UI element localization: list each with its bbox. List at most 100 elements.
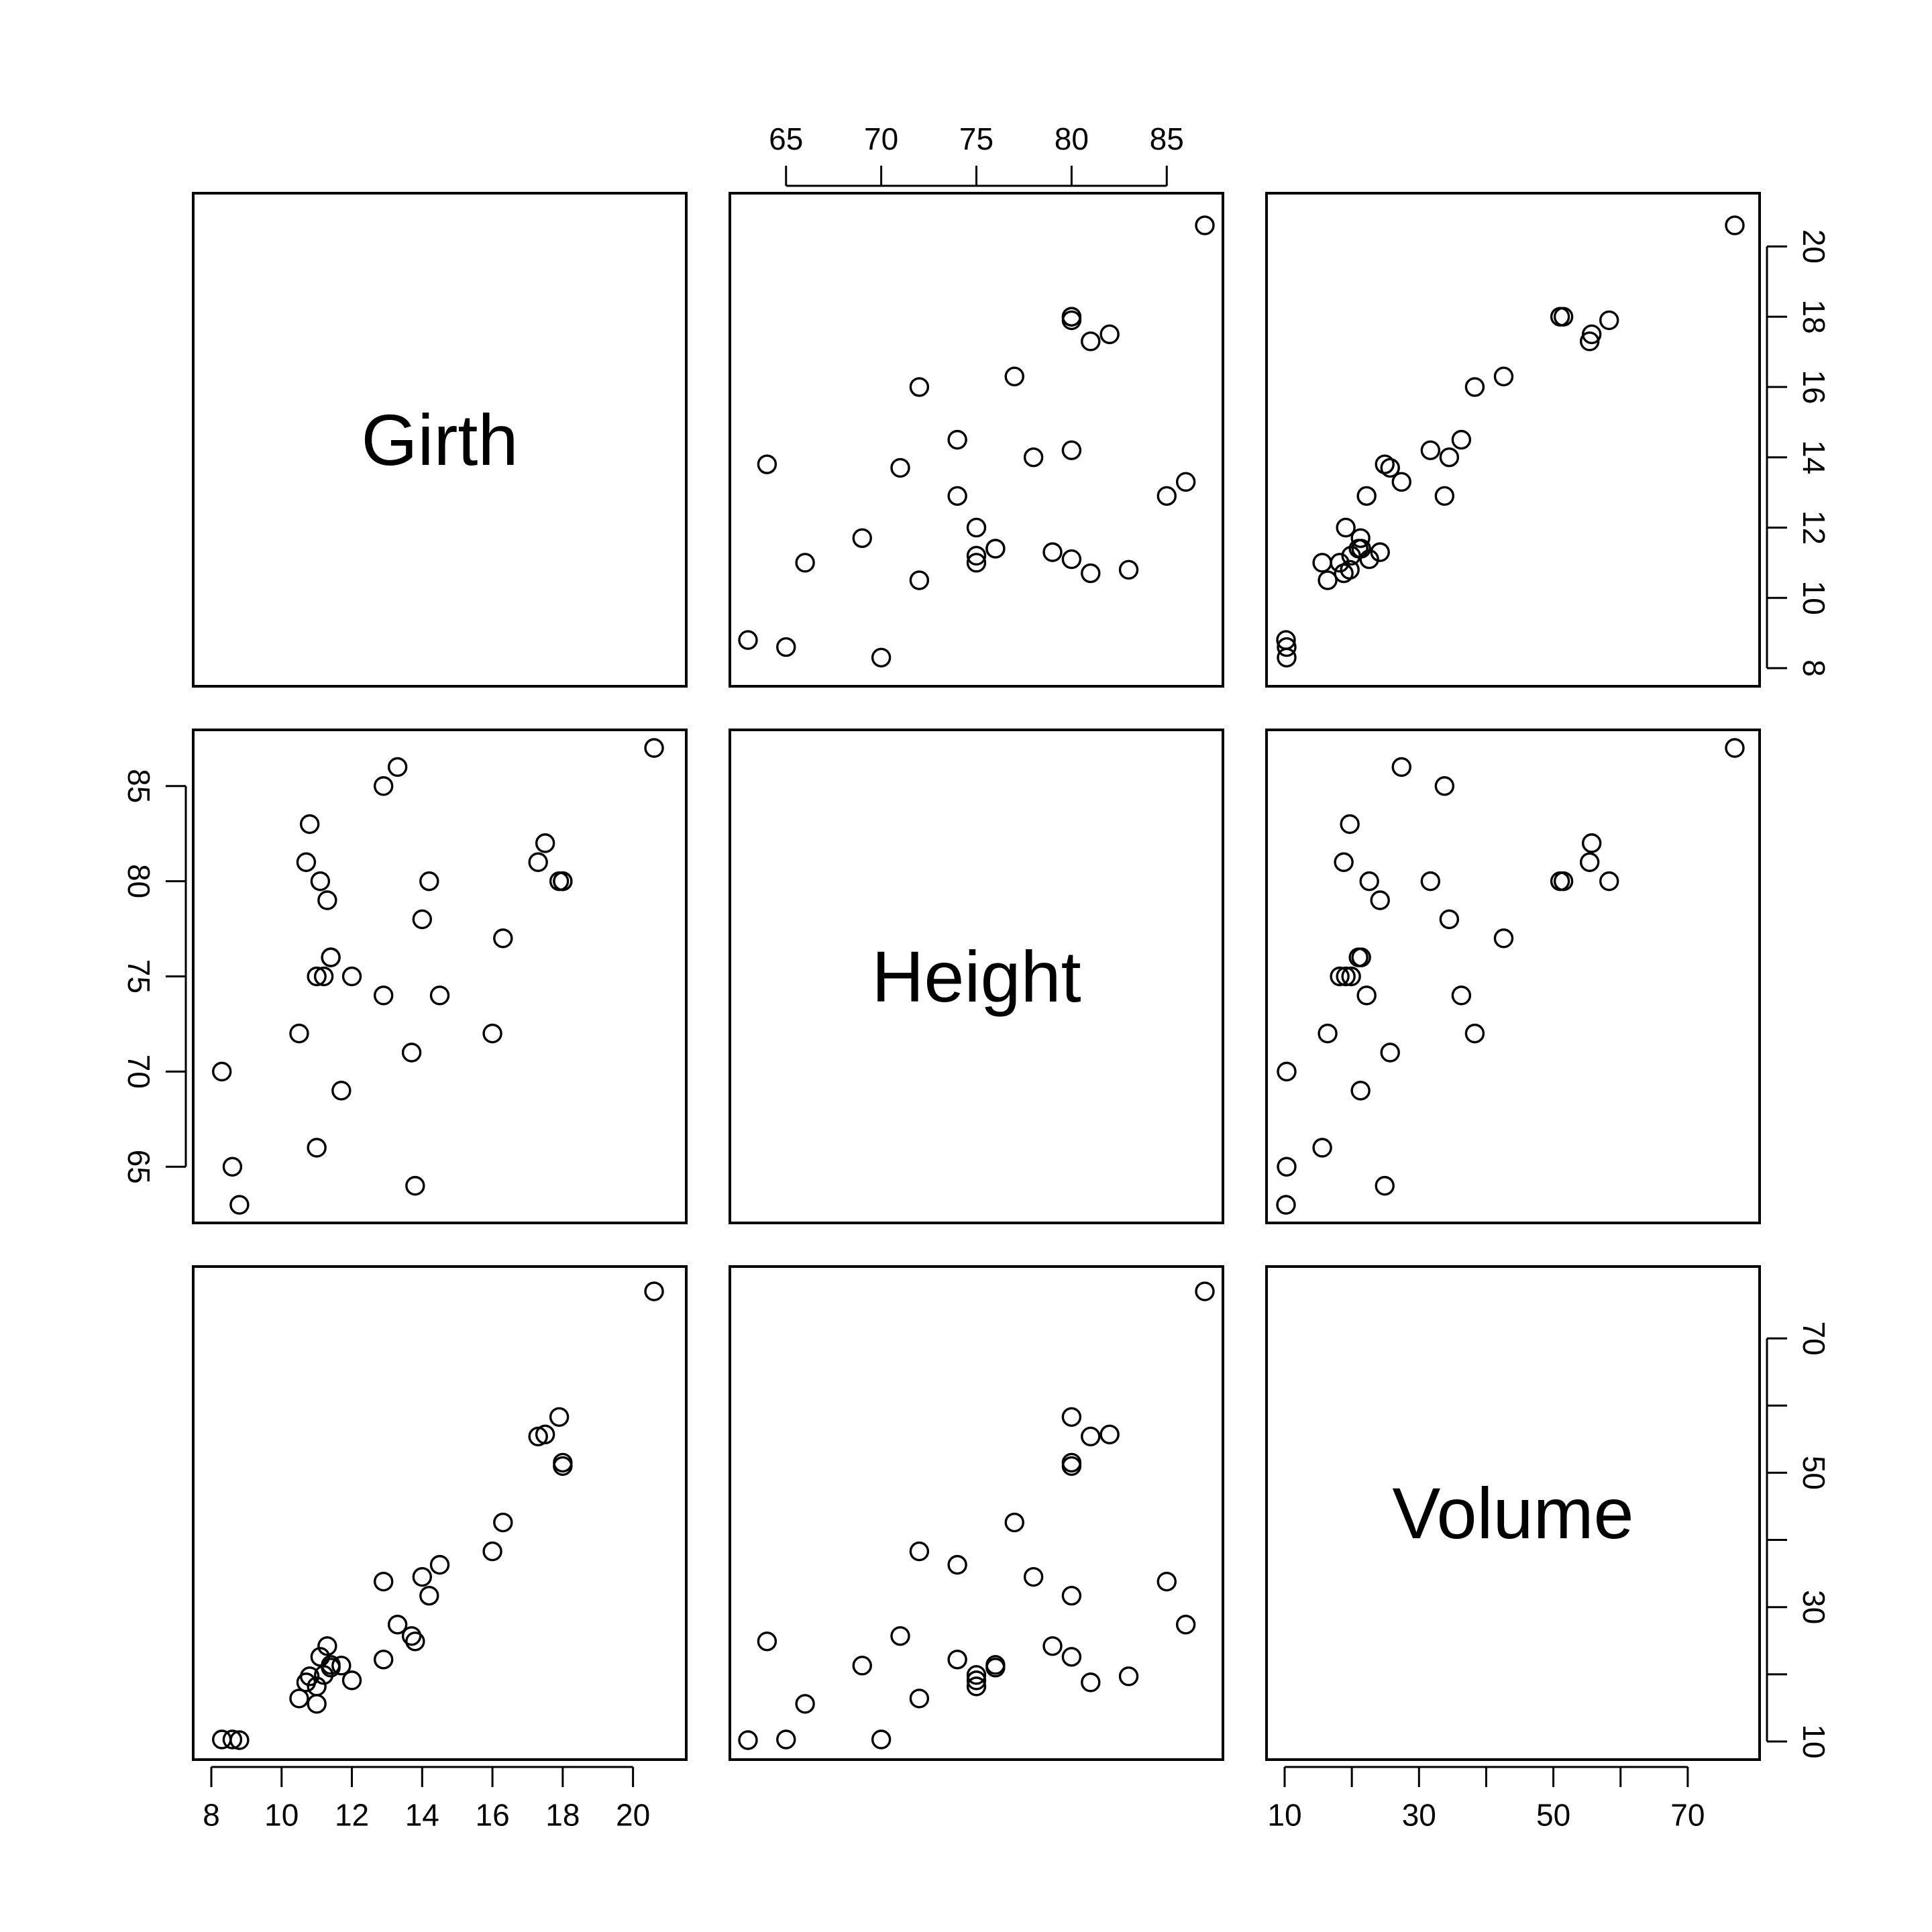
point-r1-c0-2: [229, 1195, 250, 1215]
point-r0-c2-9: [1341, 545, 1361, 566]
point-r0-c2-29: [1550, 307, 1570, 327]
point-r1-c2-3: [1318, 1023, 1338, 1044]
point-r1-c0-29: [553, 871, 573, 892]
point-r2-c1-21: [1061, 1585, 1082, 1606]
top-tick-label-height-70: 70: [864, 121, 898, 156]
point-r1-c0-3: [289, 1023, 309, 1044]
point-r1-c2-27: [1599, 871, 1619, 892]
point-r1-c2-21: [1420, 871, 1441, 892]
point-r1-c0-0: [212, 1061, 232, 1082]
bottom-tick-label-girth-20: 20: [616, 1798, 650, 1833]
point-r0-c2-10: [1370, 542, 1390, 562]
point-r1-c2-30: [1725, 738, 1745, 758]
point-r1-c2-6: [1312, 1138, 1332, 1158]
point-r1-c0-1: [222, 1157, 243, 1177]
point-r0-c1-1: [776, 637, 796, 657]
panel-frame-r2-c2: [1265, 1265, 1761, 1761]
point-r2-c1-6: [795, 1694, 815, 1714]
point-r1-c0-7: [307, 966, 327, 987]
point-r1-c0-26: [535, 833, 555, 853]
point-r1-c2-13: [1350, 1081, 1371, 1101]
point-r1-c2-7: [1330, 966, 1350, 987]
point-r0-c2-21: [1420, 440, 1441, 460]
top-tick-label-height-80: 80: [1055, 121, 1089, 156]
point-r1-c0-25: [528, 852, 548, 872]
panel-frames: [192, 192, 1761, 1761]
point-r2-c1-25: [1081, 1426, 1101, 1447]
bottom-tick-label-volume-10: 10: [1267, 1798, 1301, 1833]
point-r2-c1-0: [871, 1729, 892, 1750]
point-r2-c0-1: [222, 1729, 243, 1750]
point-r2-c1-9: [966, 1665, 987, 1685]
panel-girth-vs-height: [738, 215, 1215, 667]
point-r0-c1-14: [966, 517, 987, 538]
point-r0-c1-5: [1118, 559, 1139, 580]
point-r0-c2-5: [1340, 559, 1360, 580]
point-r0-c1-12: [985, 539, 1006, 559]
point-r1-c0-30: [644, 738, 664, 758]
point-r2-c1-19: [757, 1631, 777, 1652]
point-r2-c1-17: [1175, 1615, 1196, 1635]
point-r0-c2-14: [1336, 517, 1356, 538]
point-r1-c2-10: [1370, 890, 1390, 910]
point-r2-c0-20: [412, 1566, 433, 1587]
point-r0-c2-23: [1464, 377, 1485, 397]
point-r1-c2-1: [1277, 1157, 1297, 1177]
point-r0-c1-8: [1061, 549, 1082, 570]
bottom-tick-label-volume-50: 50: [1536, 1798, 1570, 1833]
point-r2-c0-14: [341, 1670, 362, 1690]
point-r0-c1-18: [890, 458, 910, 478]
point-r0-c1-0: [871, 647, 892, 667]
point-r0-c1-15: [947, 486, 967, 506]
point-r0-c2-12: [1351, 539, 1371, 559]
point-r1-c0-8: [310, 871, 331, 892]
point-r0-c2-3: [1318, 570, 1338, 590]
point-r2-c0-17: [387, 1615, 408, 1635]
point-r0-c1-7: [966, 553, 987, 573]
point-r1-c0-5: [299, 814, 320, 835]
point-r0-c1-16: [1157, 486, 1177, 506]
point-r2-c0-13: [331, 1656, 352, 1676]
point-r1-c2-24: [1493, 928, 1514, 949]
point-r2-c0-3: [289, 1688, 309, 1709]
point-r1-c0-18: [401, 1042, 422, 1063]
point-r1-c2-2: [1276, 1195, 1296, 1215]
panel-volume-vs-girth: [212, 1281, 664, 1750]
diagonal-labels: Girth Height Volume: [361, 399, 1633, 1554]
point-r2-c0-15: [373, 1650, 394, 1670]
point-r2-c1-23: [909, 1541, 930, 1562]
right-tick-label-volume-10: 10: [1796, 1724, 1831, 1758]
point-r2-c1-3: [909, 1688, 930, 1709]
bottom-tick-label-girth-8: 8: [203, 1798, 220, 1833]
point-r0-c1-29: [1061, 307, 1082, 327]
left-tick-label-height-85: 85: [121, 769, 156, 803]
top-tick-label-height-65: 65: [769, 121, 803, 156]
point-r0-c1-30: [1195, 215, 1215, 235]
top-tick-label-height-85: 85: [1150, 121, 1184, 156]
point-r2-c0-7: [307, 1676, 327, 1697]
point-r1-c2-14: [1336, 966, 1356, 987]
left-tick-label-height-75: 75: [121, 959, 156, 994]
left-tick-label-height-65: 65: [121, 1150, 156, 1184]
point-r2-c1-18: [890, 1626, 910, 1646]
point-r2-c1-7: [966, 1676, 987, 1697]
diag-label-height: Height: [871, 936, 1081, 1017]
point-r2-c1-20: [1023, 1566, 1044, 1587]
point-r2-c1-13: [852, 1656, 872, 1676]
panel-girth-vs-volume: [1276, 215, 1745, 667]
point-r2-c0-16: [373, 1571, 394, 1592]
panel-frame-r1-c1: [729, 729, 1224, 1224]
bottom-tick-label-girth-10: 10: [264, 1798, 299, 1833]
point-r0-c2-16: [1434, 486, 1455, 506]
point-r0-c1-10: [1042, 542, 1063, 562]
point-r1-c2-29: [1550, 871, 1570, 892]
point-r2-c1-12: [985, 1655, 1006, 1675]
point-r2-c1-4: [1081, 1672, 1101, 1693]
point-r2-c0-29: [553, 1456, 573, 1477]
point-r0-c2-6: [1312, 553, 1332, 573]
point-r2-c1-22: [947, 1554, 967, 1575]
point-r0-c1-6: [795, 553, 815, 573]
bottom-tick-label-girth-14: 14: [405, 1798, 439, 1833]
point-r1-c0-24: [493, 928, 513, 949]
point-r1-c0-4: [296, 852, 317, 872]
